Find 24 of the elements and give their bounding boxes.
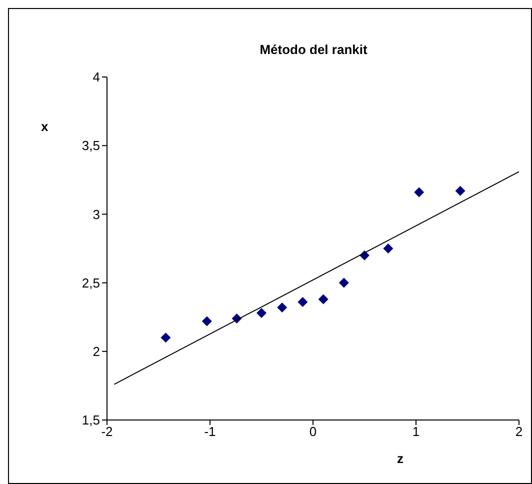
point	[160, 332, 171, 343]
point	[202, 316, 212, 326]
point	[383, 244, 394, 254]
x-tick-label: 1	[412, 424, 420, 440]
point	[318, 294, 328, 304]
point	[298, 297, 308, 308]
point	[256, 308, 266, 318]
y-tick-label: 1,5	[82, 412, 100, 428]
point	[277, 302, 288, 312]
chart-title: Método del rankit	[258, 42, 368, 57]
y-tick-label: 3,5	[82, 138, 100, 154]
point	[338, 278, 349, 288]
x-tick-label: 0	[309, 424, 317, 440]
x-tick-label: -2	[101, 424, 113, 440]
x-tick-label: -1	[204, 424, 216, 440]
y-axis-title: x	[41, 119, 48, 134]
y-tick-label: 2	[92, 344, 100, 360]
x-tick-label: 2	[515, 424, 523, 440]
y-tick-label: 3	[92, 206, 100, 222]
y-tick-label: 4	[92, 70, 100, 85]
point	[455, 186, 466, 196]
y-tick-label: 2,5	[82, 275, 100, 290]
point	[414, 187, 424, 198]
x-axis-title: z	[397, 451, 404, 466]
